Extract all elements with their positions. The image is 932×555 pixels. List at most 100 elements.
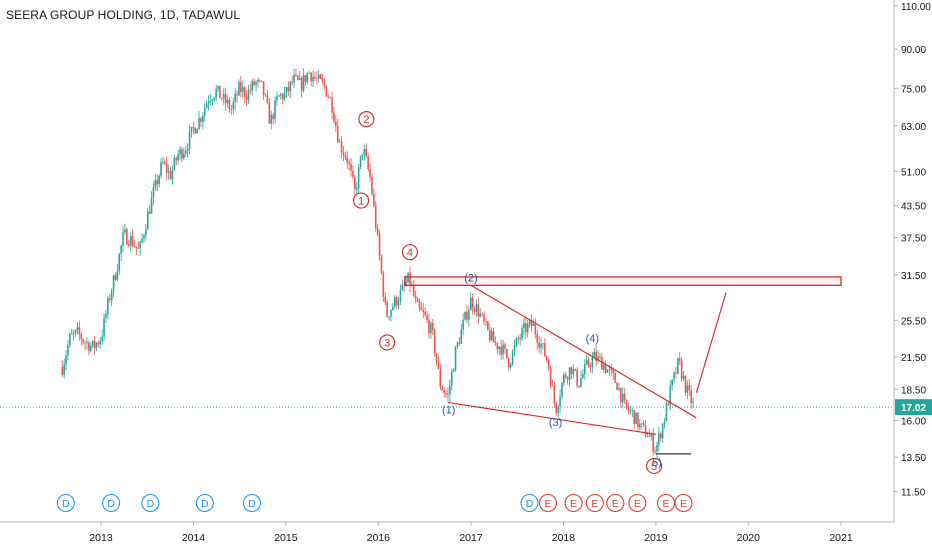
candle-body	[604, 364, 607, 373]
candle-body	[346, 157, 349, 163]
earnings-event-circle	[628, 493, 647, 513]
candle-body	[369, 169, 371, 178]
candle-body	[566, 377, 569, 380]
candle-body	[511, 351, 514, 365]
candle-body	[382, 273, 385, 297]
candle-body	[105, 313, 107, 318]
candle-body	[388, 316, 390, 318]
candle-body	[350, 164, 352, 171]
candle-body	[490, 331, 493, 341]
candle-body	[618, 387, 620, 390]
wave-label-blue: (4)	[586, 333, 599, 345]
candle-body	[264, 94, 267, 96]
candle-body	[437, 361, 440, 369]
candle-body	[298, 78, 301, 80]
candle-body	[171, 169, 174, 179]
wave-label-red: 2	[363, 114, 369, 126]
candle-body	[494, 342, 497, 344]
candle-body	[642, 423, 645, 425]
candle-body	[656, 444, 658, 452]
candle-body	[667, 403, 670, 406]
candle-body	[202, 115, 204, 122]
candle-body	[525, 323, 527, 333]
trendline-upper	[470, 284, 697, 419]
candle-body	[428, 319, 430, 334]
candle-body	[523, 323, 525, 329]
wave-label-blue: (2)	[464, 273, 477, 285]
candle-body	[418, 302, 421, 308]
candle-body	[82, 339, 84, 343]
candle-body	[559, 396, 561, 407]
candle-body	[260, 80, 263, 82]
candle-body	[69, 334, 71, 346]
candle-body	[293, 74, 295, 83]
candle-body	[430, 323, 432, 334]
candle-body	[602, 364, 605, 370]
wave-label-red-circle	[352, 192, 370, 209]
candle-body	[146, 211, 149, 230]
earnings-event-circle	[538, 493, 558, 513]
candle-body	[462, 319, 464, 330]
candle-body	[279, 94, 282, 96]
candle-body	[540, 344, 542, 348]
candle-body	[576, 369, 578, 386]
earnings-event-circle	[674, 493, 693, 513]
candle-body	[435, 353, 438, 362]
candle-body	[304, 75, 307, 82]
candle-body	[606, 369, 609, 373]
candle-body	[95, 343, 98, 348]
candle-body	[620, 387, 622, 403]
candle-body	[67, 345, 69, 356]
candle-body	[555, 403, 558, 413]
candle-body	[190, 127, 193, 133]
earnings-event-circle	[585, 493, 604, 513]
candle-body	[538, 342, 540, 348]
candle-body	[380, 255, 383, 274]
y-tick-label: 13.50	[901, 453, 926, 464]
candle-body	[471, 297, 474, 309]
candle-body	[80, 334, 83, 340]
candle-body	[354, 177, 356, 190]
candle-body	[623, 393, 626, 400]
candle-body	[637, 412, 639, 428]
x-tick-label: 2019	[644, 532, 668, 544]
wave-label-red: 1	[358, 196, 364, 208]
wave-label-blue: (3)	[549, 417, 562, 429]
dividend-event-circle	[242, 493, 261, 513]
candle-body	[86, 342, 88, 344]
candle-body	[570, 367, 573, 374]
candle-body	[241, 87, 244, 92]
candle-body	[297, 75, 299, 80]
candle-body	[677, 358, 679, 374]
candle-body	[661, 423, 664, 439]
candle-body	[112, 275, 115, 292]
candle-body	[135, 246, 138, 248]
candle-body	[601, 356, 603, 370]
wave-label-red-circle	[358, 111, 375, 128]
candle-body	[219, 86, 221, 99]
candle-body	[498, 346, 501, 350]
candle-body	[521, 328, 523, 339]
dividend-event-label: D	[107, 498, 115, 510]
candle-body	[184, 150, 187, 154]
candle-body	[167, 171, 170, 173]
candle-body	[519, 338, 521, 340]
candle-body	[479, 313, 482, 317]
candle-body	[542, 343, 544, 345]
candle-body	[278, 95, 280, 97]
candle-body	[251, 81, 254, 91]
candle-body	[143, 235, 145, 239]
y-tick-label: 21.50	[901, 353, 926, 364]
candle-body	[312, 76, 314, 82]
candle-body	[610, 368, 613, 371]
candle-body	[678, 358, 681, 361]
candle-body	[215, 89, 217, 98]
candle-body	[549, 368, 552, 386]
x-tick-label: 2020	[737, 532, 761, 544]
candle-body	[597, 356, 599, 361]
candle-body	[401, 285, 404, 291]
candle-body	[335, 121, 337, 126]
candle-body	[591, 356, 594, 367]
